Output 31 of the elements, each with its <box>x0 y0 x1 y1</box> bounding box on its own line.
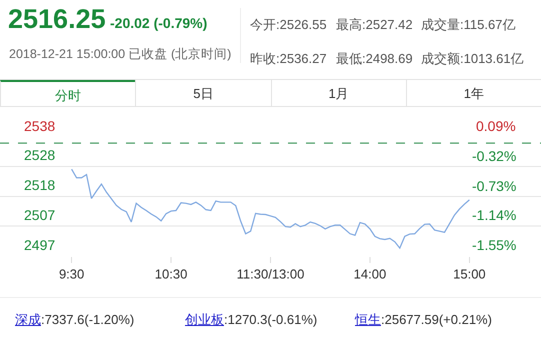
y-tick-label: 2507 <box>24 207 56 223</box>
text: 5日 <box>135 80 270 107</box>
y-tick-label: 2538 <box>24 118 56 134</box>
y2-tick-label: 0.09% <box>476 118 516 134</box>
y2-tick-label: -1.14% <box>472 207 516 223</box>
text: 创业板:1270.3(-0.61%) <box>185 311 318 329</box>
x-tick-label: 15:00 <box>453 266 486 282</box>
text: 最高:2527.42 <box>336 16 413 34</box>
y2-tick-label: -0.73% <box>472 178 516 194</box>
y2-tick-label: -0.32% <box>472 148 516 164</box>
text: 最低:2498.69 <box>336 50 413 68</box>
y2-tick-label: -1.55% <box>472 237 516 253</box>
y-tick-label: 2518 <box>24 177 56 193</box>
x-tick-label: 11:30/13:00 <box>236 266 304 282</box>
text: 成交额:1013.61亿 <box>421 50 524 68</box>
text: 2018-12-21 15:00:00 已收盘 (北京时间) <box>9 46 232 63</box>
text: 成交量:115.67亿 <box>421 16 516 34</box>
y-tick-label: 2528 <box>24 147 56 163</box>
text: 分时 <box>0 80 136 107</box>
x-tick-label: 10:30 <box>154 266 188 282</box>
text: 深成:7337.6(-1.20%) <box>15 311 134 329</box>
chart-subtitle: -20.02 (-0.79%) <box>110 15 208 31</box>
chart-title: 2516.25 <box>8 4 106 35</box>
text: 1年 <box>406 80 541 107</box>
text: 1月 <box>270 80 406 107</box>
x-tick-label: 9:30 <box>58 266 84 282</box>
text: 今开:2526.55 <box>250 16 327 34</box>
x-tick-label: 14:00 <box>354 266 386 282</box>
text: 昨收:2536.27 <box>250 50 327 68</box>
y-tick-label: 2497 <box>24 237 56 253</box>
text: 恒生:25677.59(+0.21%) <box>355 311 492 329</box>
